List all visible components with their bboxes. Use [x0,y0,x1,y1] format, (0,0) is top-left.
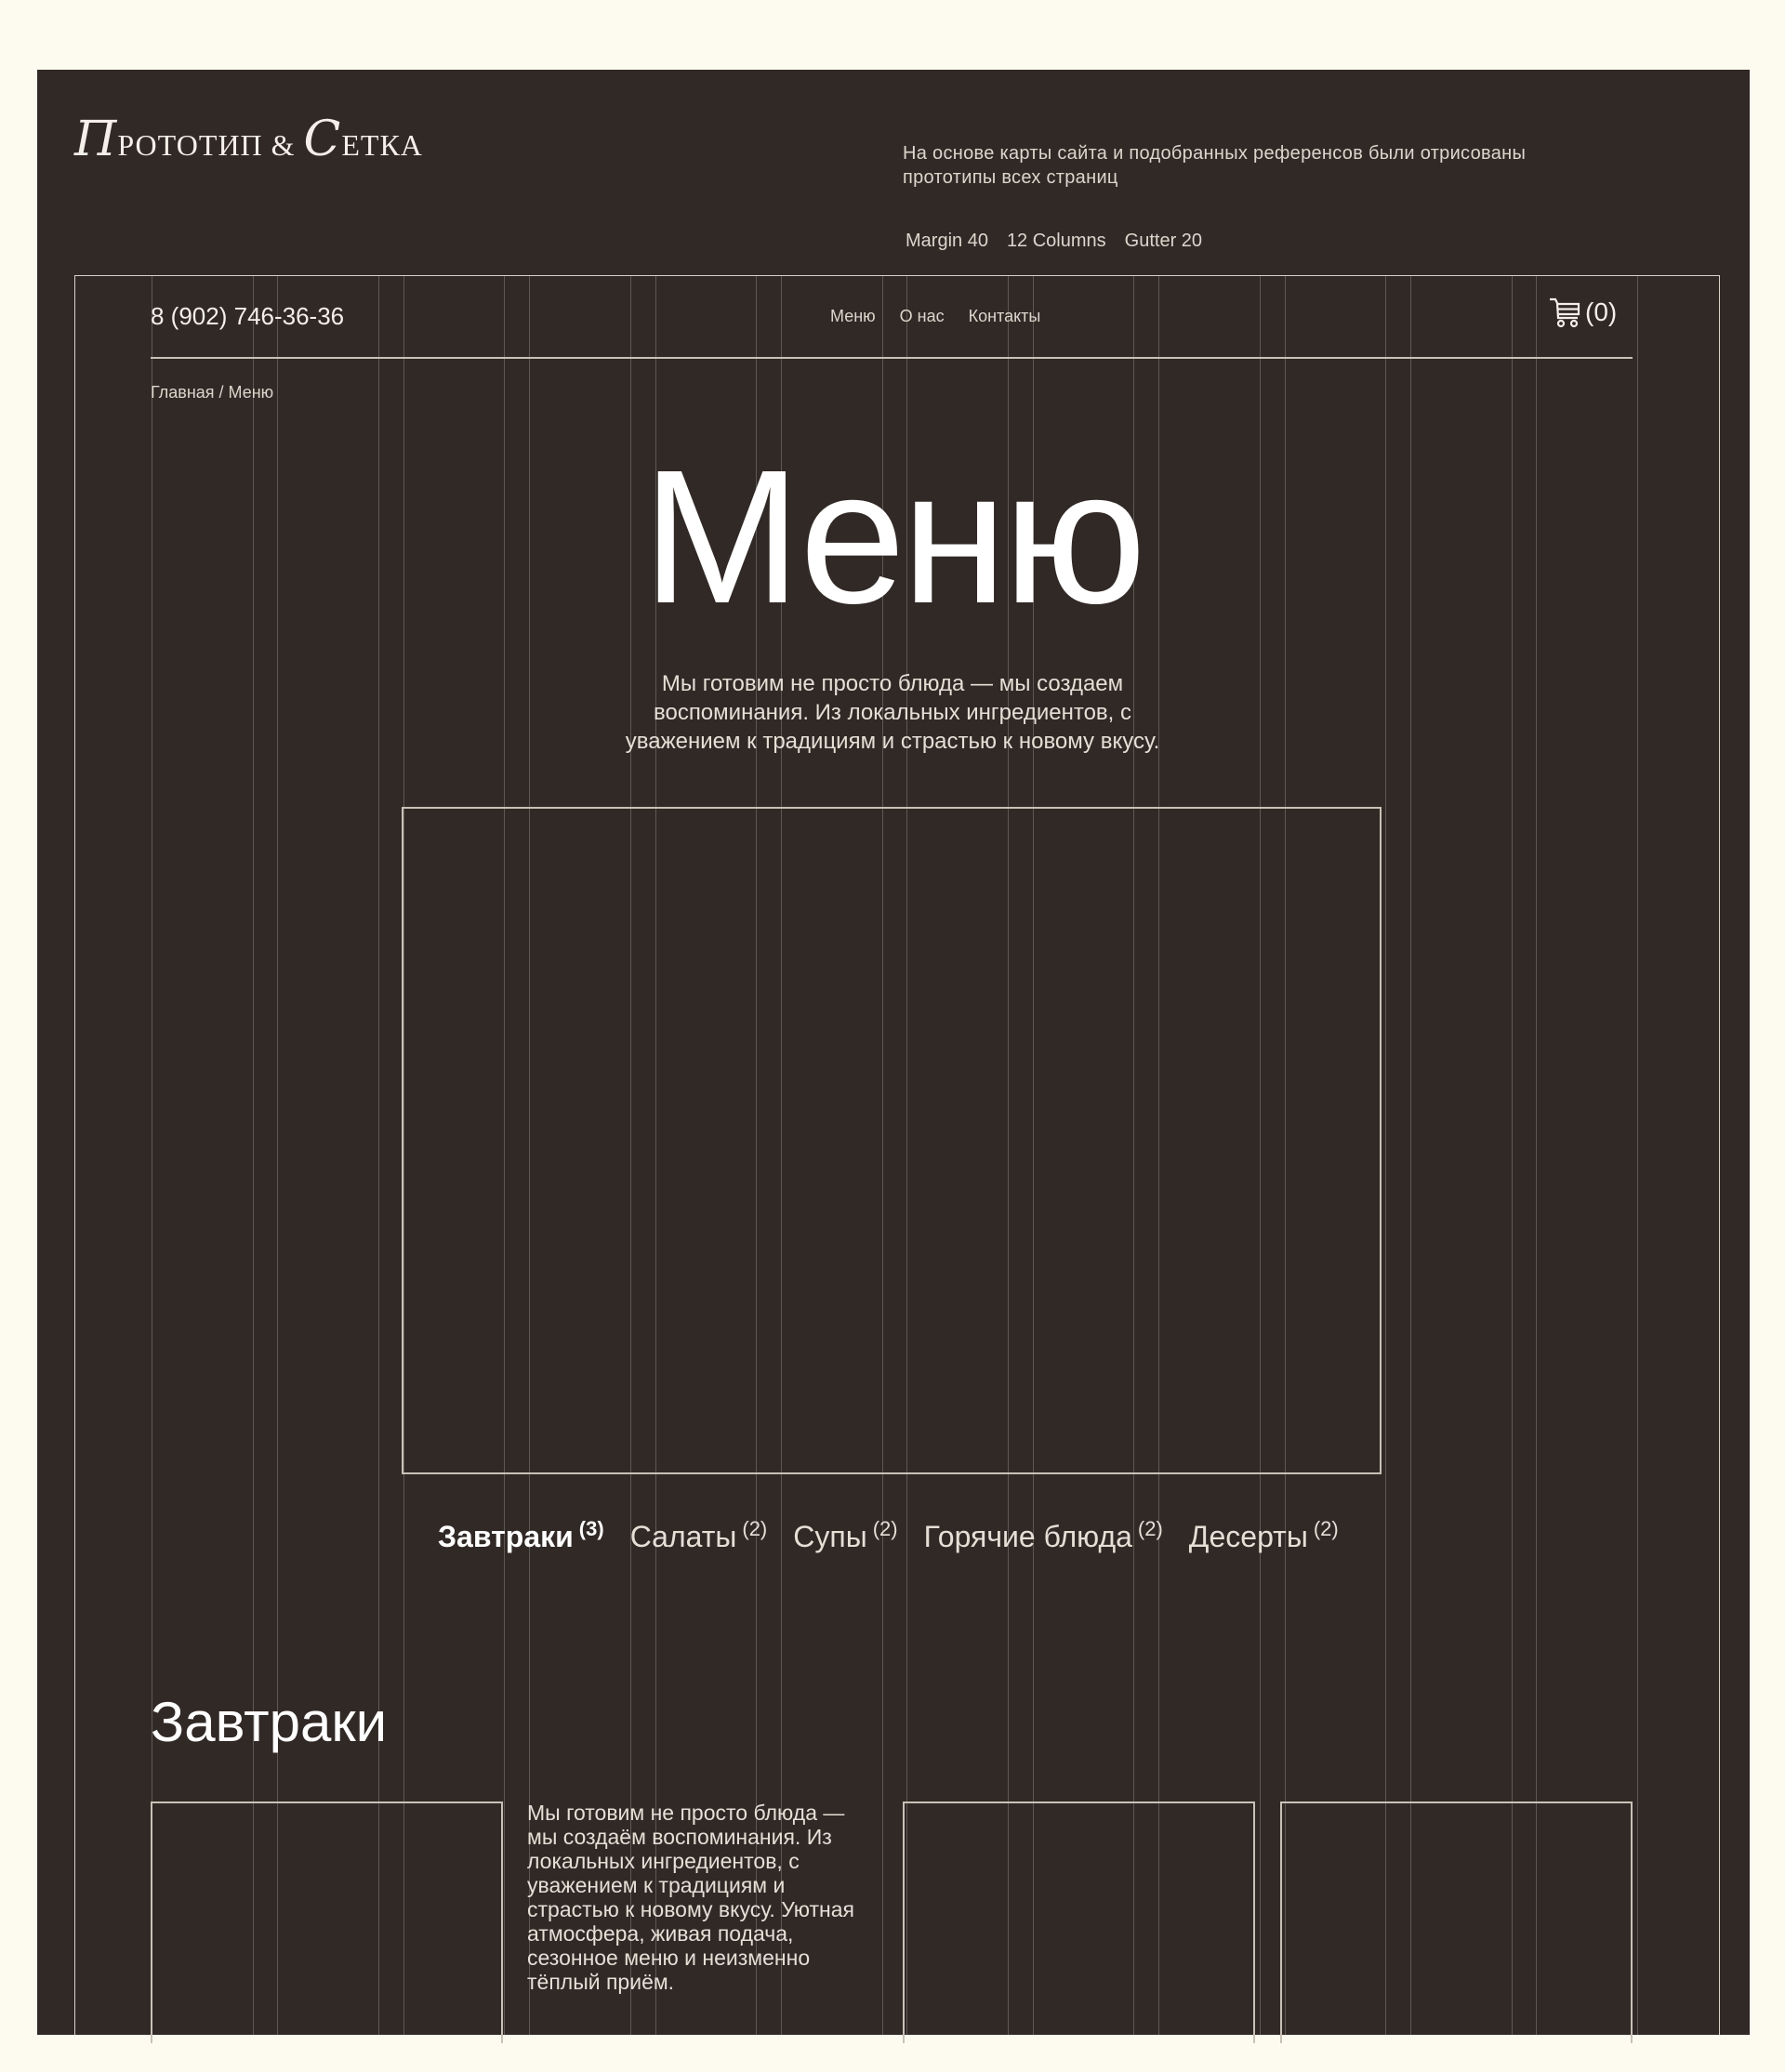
tab-count: (2) [872,1517,898,1540]
tab-count: (2) [1137,1517,1163,1540]
tab-count: (2) [742,1517,768,1540]
logo-amp: & [271,128,296,162]
tab-count: (2) [1313,1517,1339,1540]
grid-column [1032,276,1135,2035]
hero-image-placeholder [402,807,1382,1474]
section-text: Мы готовим не просто блюда — мы создаём … [527,1801,854,1994]
nav-menu[interactable]: Меню [830,307,876,325]
spec-columns: 12 Columns [1006,231,1106,251]
cart-button[interactable]: (0) [1548,296,1617,329]
logo: ПРОТОТИП & СЕТКА [74,112,423,167]
grid-column [781,276,883,2035]
phone-number[interactable]: 8 (902) 746-36-36 [151,302,345,330]
grid-column [403,276,506,2035]
description: На основе карты сайта и подобранных рефе… [903,143,1527,188]
column-grid [152,276,1638,2035]
grid-column [654,276,758,2035]
grid-column [1536,276,1638,2035]
tab-label: Салаты [629,1520,737,1553]
tab-desserts[interactable]: Десерты (2) [1189,1517,1339,1554]
dish-card-placeholder[interactable] [151,1801,503,2043]
presentation-panel [37,70,1750,2035]
category-tabs: Завтраки (3) Салаты (2) Супы (2) Горячие бл… [438,1517,1339,1554]
grid-column [152,276,254,2035]
nav-contacts[interactable]: Контакты [968,307,1041,325]
tab-soups[interactable]: Супы (2) [793,1517,897,1554]
tab-breakfast[interactable]: Завтраки (3) [438,1517,604,1554]
page-subtitle: Мы готовим не просто блюда — мы создаем … [625,671,1160,754]
prototype-frame [74,275,1720,2035]
dish-card-placeholder[interactable] [1280,1801,1633,2043]
grid-specs: Margin 40 12 Columns Gutter 20 [906,231,1202,252]
logo-letter: П [74,112,118,167]
logo-word: РОТОТИП [117,128,263,162]
grid-column [277,276,379,2035]
grid-column [906,276,1009,2035]
tab-count: (3) [578,1517,604,1540]
grid-column [1284,276,1387,2035]
tab-salads[interactable]: Салаты (2) [630,1517,768,1554]
logo-word: ЕТКА [341,128,423,162]
tab-hot-dishes[interactable]: Горячие блюда (2) [924,1517,1163,1554]
tab-label: Десерты [1188,1520,1308,1553]
nav-about[interactable]: О нас [899,307,945,325]
spec-gutter: Gutter 20 [1124,231,1203,251]
breadcrumb[interactable]: Главная / Меню [151,383,274,402]
grid-column [1410,276,1513,2035]
tab-label: Супы [793,1520,867,1553]
cart-count: (0) [1585,297,1618,326]
tab-label: Горячие блюда [923,1520,1132,1553]
cart-icon [1550,297,1580,328]
page-title: Меню [641,430,1146,643]
grid-column [529,276,631,2035]
spec-margin: Margin 40 [906,231,988,251]
section-title: Завтраки [151,1691,388,1753]
header-divider [151,357,1633,359]
tab-label: Завтраки [438,1520,574,1553]
grid-column [1158,276,1261,2035]
logo-letter: С [303,112,342,167]
dish-card-placeholder[interactable] [903,1801,1255,2043]
main-nav: Меню О нас Контакты [830,307,1040,326]
